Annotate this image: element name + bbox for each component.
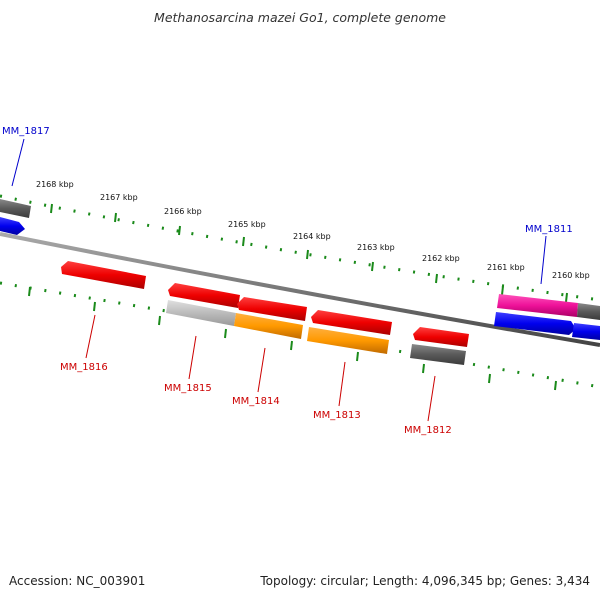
tick-label-2167: 2167 kbp — [100, 193, 138, 202]
gene-feature-gray-mm1812[interactable] — [410, 344, 466, 365]
gene-feature-mm1812-red[interactable] — [413, 327, 469, 347]
outer-major-ticks — [50, 203, 568, 303]
gene-label-mm1812: MM_1812 — [404, 425, 452, 436]
gene-label-mm1811: MM_1811 — [525, 224, 573, 235]
reverse-leader-lines — [85, 314, 436, 422]
outer-tick-ring — [0, 194, 600, 302]
gene-feature-blue-left[interactable] — [0, 217, 25, 235]
tick-label-2163: 2163 kbp — [357, 243, 395, 252]
gene-feature-pink-mm1811[interactable] — [497, 294, 578, 317]
inner-major-ticks — [28, 286, 557, 391]
tick-label-2162: 2162 kbp — [422, 254, 460, 263]
gene-feature-mm1814-red[interactable] — [237, 297, 307, 321]
gene-label-mm1816: MM_1816 — [60, 362, 108, 373]
tick-label-2166: 2166 kbp — [164, 207, 202, 216]
gene-feature-mm1815-red[interactable] — [168, 283, 240, 308]
gene-feature-mm1813-red[interactable] — [311, 310, 392, 335]
genome-summary-text: Topology: circular; Length: 4,096,345 bp… — [260, 574, 590, 588]
forward-leader-lines — [11, 138, 547, 285]
gene-feature-mm1816[interactable] — [61, 261, 146, 289]
gene-label-mm1814: MM_1814 — [232, 396, 280, 407]
gene-feature-blue-right-b[interactable] — [572, 323, 600, 340]
gene-feature-mm1814-orange[interactable] — [234, 313, 303, 339]
gene-feature-gray-left[interactable] — [0, 199, 31, 218]
gene-label-mm1815: MM_1815 — [164, 383, 212, 394]
genome-title: Methanosarcina mazei Go1, complete genom… — [154, 10, 446, 25]
tick-label-2164: 2164 kbp — [293, 232, 331, 241]
accession-text: Accession: NC_003901 — [9, 574, 146, 588]
gene-feature-mm1815-gray[interactable] — [166, 300, 236, 326]
genome-backbone — [0, 232, 600, 347]
tick-label-2161: 2161 kbp — [487, 263, 525, 272]
tick-label-2168: 2168 kbp — [36, 180, 74, 189]
gene-label-mm1813: MM_1813 — [313, 410, 361, 421]
tick-label-2165: 2165 kbp — [228, 220, 266, 229]
tick-label-2160: 2160 kbp — [552, 271, 590, 280]
gene-feature-gray-right[interactable] — [577, 303, 600, 320]
gene-feature-mm1813-orange[interactable] — [307, 327, 389, 354]
gene-label-mm1817: MM_1817 — [2, 126, 50, 137]
gene-feature-blue-right-a[interactable] — [494, 312, 576, 335]
